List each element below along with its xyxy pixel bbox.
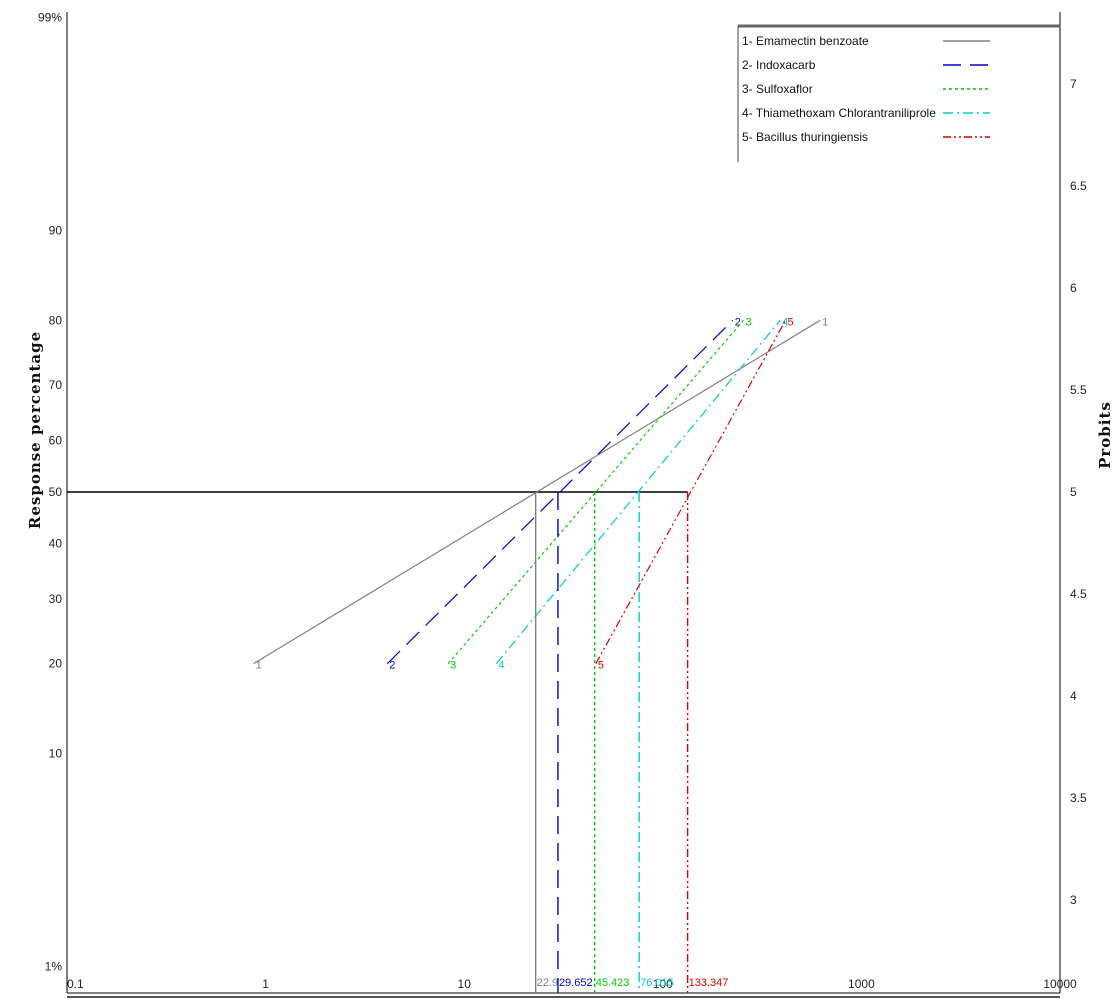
legend-entry-2: 2- Indoxacarb [742,58,816,72]
x-tick-label: 1000 [848,977,875,991]
legend-entry-5: 5- Bacillus thuringiensis [742,130,868,144]
lc50-value-label-5: 133.347 [689,977,729,989]
y-left-tick-label: 80 [49,313,63,327]
x-tick-label: 0.1 [67,977,84,991]
x-tick-label: 1 [262,977,269,991]
y-right-tick-label: 3 [1070,893,1077,907]
series-end-label-1: 1 [822,316,828,328]
y-right-tick-label: 6 [1070,281,1077,295]
series-end-label-2: 2 [735,316,741,328]
series-end-label-5: 5 [788,316,794,328]
series-line-5 [595,320,787,664]
series-start-label-1: 1 [256,660,262,672]
legend-entry-1: 1- Emamectin benzoate [742,34,869,48]
series-end-label-3: 3 [746,316,752,328]
y-right-tick-labels: 7 6.5 6 5.5 5 4.5 4 3.5 3 [1070,77,1087,907]
y-right-tick-label: 4 [1070,689,1077,703]
lc50-value-label-1: 22.9 [537,977,558,989]
lc50-value-label-3: 45.423 [596,977,630,989]
x-tick-labels: 0.1 1 10 100 1000 10000 [67,977,1077,991]
series-start-label-4: 4 [498,660,504,672]
series-line-4 [495,319,781,665]
series-start-label-5: 5 [598,660,604,672]
x-tick-label: 100 [653,977,673,991]
y-left-tick-label: 60 [49,433,63,447]
y-left-tick-label: 40 [49,537,63,551]
legend-entry-4: 4- Thiamethoxam Chlorantraniliprole [742,106,936,120]
y-left-axis-title: Response percentage [26,331,44,529]
y-left-tick-label: 99% [38,10,62,24]
series-line-2 [386,319,734,665]
y-left-tick-label: 70 [49,378,63,392]
x-tick-label: 10000 [1043,977,1077,991]
y-right-tick-label: 4.5 [1070,587,1087,601]
y-right-tick-label: 6.5 [1070,179,1087,193]
y-right-tick-label: 5.5 [1070,383,1087,397]
y-right-tick-label: 3.5 [1070,791,1087,805]
y-left-tick-label: 20 [49,657,63,671]
series-line-1 [253,319,821,665]
y-right-axis-title: Probits [1096,401,1114,469]
y-right-tick-label: 5 [1070,485,1077,499]
lc50-value-label-4: 76.015 [640,977,674,989]
lc50-drop-lines: 22.9 29.652 45.423 76.015 133.347 [534,492,729,993]
y-left-tick-label: 1% [45,960,63,974]
legend-entry-3: 3- Sulfoxaflor [742,82,813,96]
y-right-tick-label: 7 [1070,77,1077,91]
series-start-label-3: 3 [450,660,456,672]
y-left-tick-label: 50 [49,485,63,499]
series-end-label-4: 4 [782,316,788,328]
lc50-value-label-2: 29.652 [559,977,593,989]
y-left-tick-label: 10 [49,746,63,760]
legend: 1- Emamectin benzoate 2- Indoxacarb 3- Sul… [737,24,1060,162]
x-tick-label: 10 [458,977,472,991]
y-left-tick-label: 30 [49,592,63,606]
y-left-tick-label: 90 [49,224,63,238]
y-left-tick-labels: 99% 90 80 70 60 50 40 30 20 10 1% [38,10,62,973]
series-start-label-2: 2 [389,660,395,672]
